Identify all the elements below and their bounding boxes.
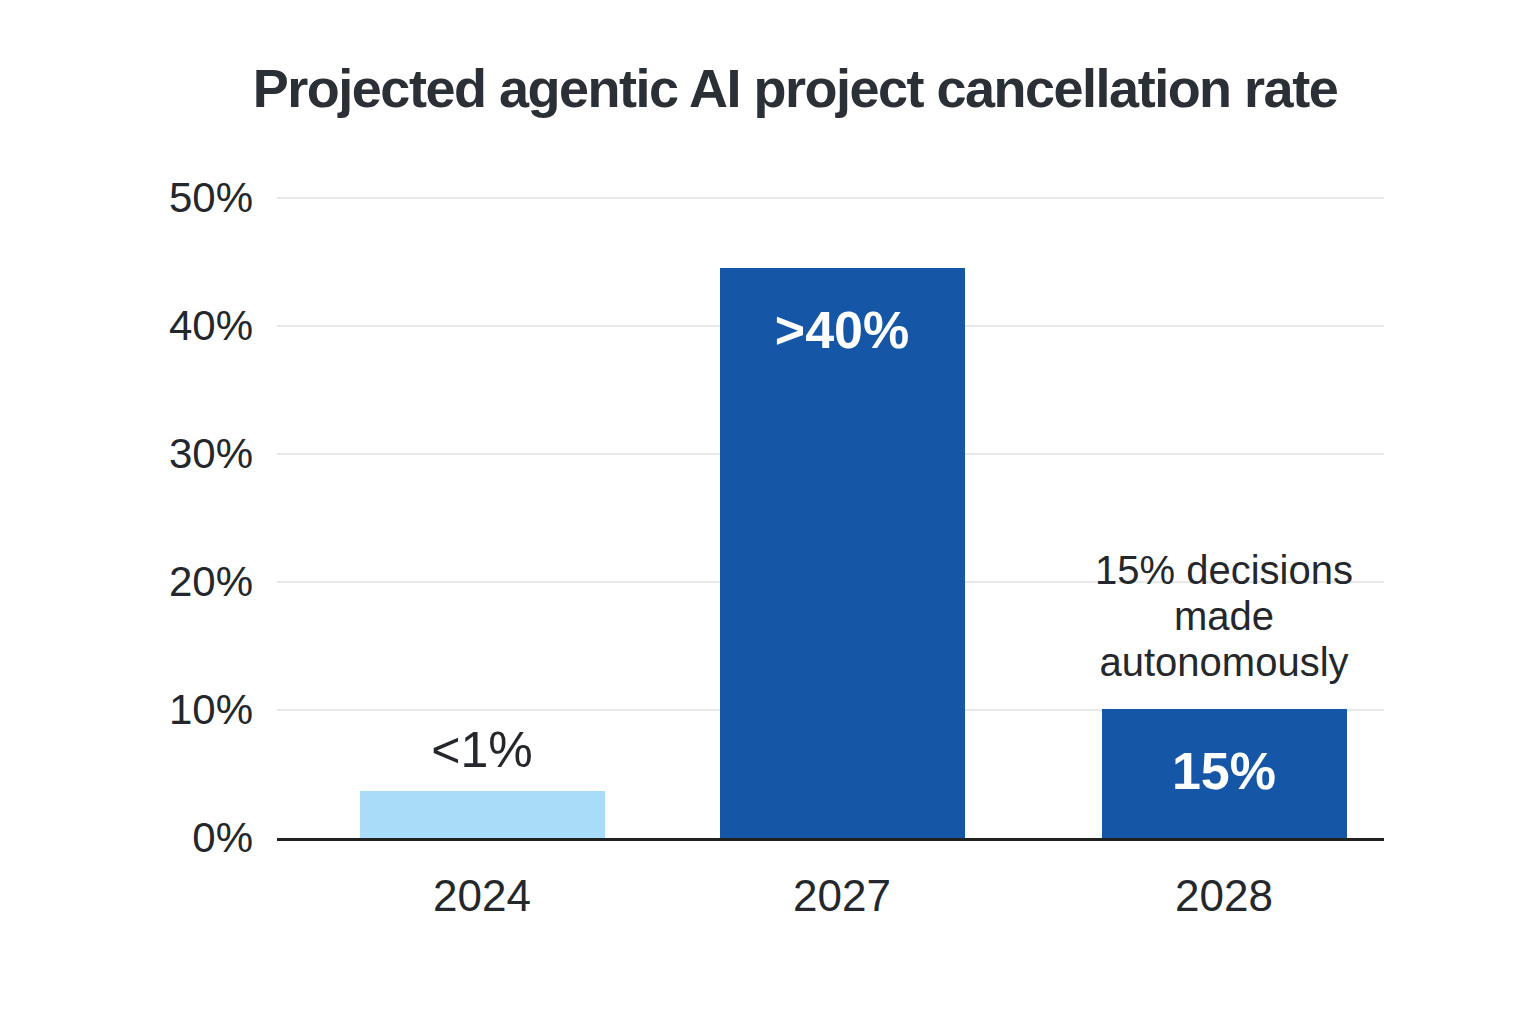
gridline-50 — [277, 197, 1384, 199]
y-tick-label-0: 0% — [80, 817, 253, 859]
y-tick-label-50: 50% — [80, 177, 253, 219]
bar-annotation-line-0: 15% decisions — [1014, 547, 1434, 593]
x-axis-line — [277, 838, 1384, 841]
chart-canvas: Projected agentic AI project cancellatio… — [0, 0, 1536, 1024]
y-tick-label-30: 30% — [80, 433, 253, 475]
y-tick-label-10: 10% — [80, 689, 253, 731]
x-axis-label-2027: 2027 — [692, 872, 992, 920]
bar-2024 — [360, 791, 605, 838]
x-axis-label-2028: 2028 — [1074, 872, 1374, 920]
y-tick-label-20: 20% — [80, 561, 253, 603]
plot-area: 0% 10% 20% 30% 40% 50% <1% 2024 >40% 2027 15% 2028 1… — [0, 0, 1536, 1024]
bar-annotation-line-2: autonomously — [1014, 639, 1434, 685]
bar-value-label-2027: >40% — [692, 302, 992, 358]
bar-annotation-line-1: made — [1014, 593, 1434, 639]
bar-value-label-2028: 15% — [1074, 743, 1374, 799]
y-tick-label-40: 40% — [80, 305, 253, 347]
x-axis-label-2024: 2024 — [332, 872, 632, 920]
bar-annotation-2028: 15% decisionsmadeautonomously — [1014, 547, 1434, 685]
bar-value-label-2024: <1% — [332, 723, 632, 777]
